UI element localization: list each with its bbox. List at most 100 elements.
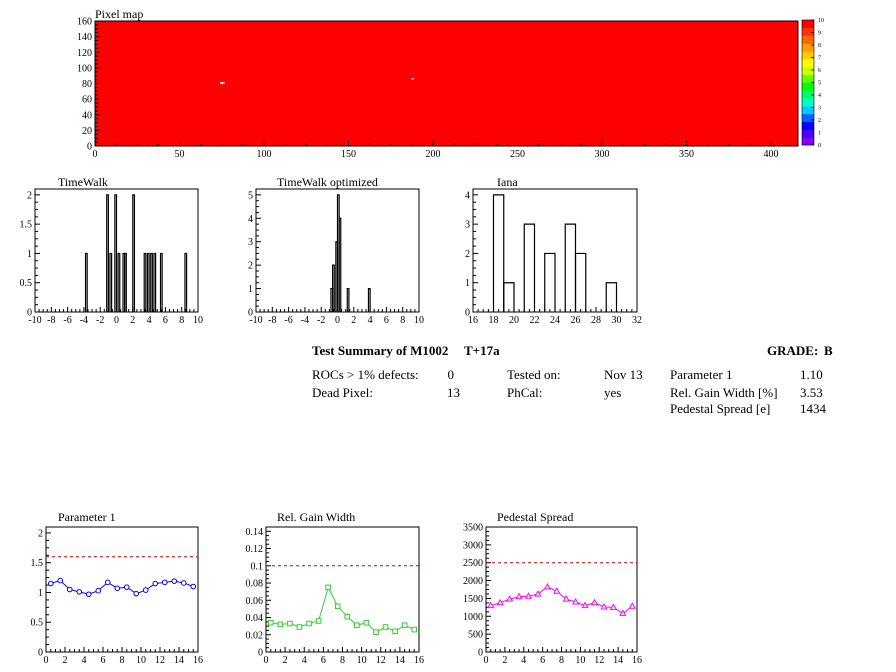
data-point bbox=[505, 595, 514, 602]
data-point bbox=[600, 602, 608, 610]
data-point bbox=[123, 584, 130, 590]
data-point bbox=[315, 618, 322, 624]
histogram-bar bbox=[338, 217, 342, 312]
data-point bbox=[534, 590, 542, 597]
x-tick-label: 2 bbox=[502, 655, 507, 666]
palette-cell bbox=[802, 137, 814, 146]
palette-tick-label: 7 bbox=[818, 56, 821, 62]
x-tick-label: 12 bbox=[376, 655, 386, 666]
x-tick-label: 2 bbox=[351, 315, 356, 326]
summary-title: Test Summary of M1002 bbox=[312, 343, 449, 358]
data-point bbox=[142, 587, 149, 593]
palette-cell bbox=[802, 43, 814, 52]
palette-tick-label: 10 bbox=[818, 18, 824, 24]
y-tick-label: 1.5 bbox=[20, 220, 33, 231]
data-point bbox=[57, 577, 64, 584]
x-tick-label: -2 bbox=[96, 315, 104, 326]
y-tick-label: 3 bbox=[465, 220, 470, 231]
data-point bbox=[609, 603, 618, 610]
pixel-map-fill bbox=[95, 21, 798, 146]
x-tick-label: 10 bbox=[357, 655, 367, 666]
y-tick-label: 0.14 bbox=[246, 527, 264, 538]
data-point bbox=[277, 621, 284, 628]
palette-tick-label: 0 bbox=[818, 143, 821, 149]
y-tick-label: 2 bbox=[248, 261, 253, 272]
palette-cell bbox=[802, 113, 814, 122]
x-tick-label: 8 bbox=[179, 315, 184, 326]
x-tick-label: 20 bbox=[509, 315, 519, 326]
palette-cell bbox=[802, 82, 814, 91]
palette-cell bbox=[802, 98, 814, 107]
data-point bbox=[628, 602, 636, 609]
data-point bbox=[190, 583, 197, 590]
data-point bbox=[363, 619, 370, 626]
x-tick-label: 10 bbox=[414, 315, 424, 326]
x-tick-label: 200 bbox=[425, 149, 440, 160]
series-line bbox=[50, 580, 194, 595]
palette-cell bbox=[802, 105, 814, 115]
histogram-bar bbox=[367, 287, 371, 312]
chart-title: Rel. Gain Width bbox=[277, 510, 355, 524]
data-point bbox=[543, 582, 551, 590]
histogram-bar bbox=[84, 252, 88, 312]
histogram-bar bbox=[150, 252, 153, 312]
grade-label: GRADE: bbox=[767, 343, 819, 358]
x-tick-label: 16 bbox=[632, 655, 642, 666]
series-line bbox=[490, 586, 633, 615]
x-tick-label: 2 bbox=[130, 315, 135, 326]
histogram-bar bbox=[146, 252, 150, 312]
data-point bbox=[180, 580, 187, 586]
plot-frame bbox=[485, 526, 638, 653]
x-tick-label: 400 bbox=[763, 149, 778, 160]
y-tick-label: 100 bbox=[77, 63, 92, 74]
y-tick-label: 5 bbox=[248, 190, 253, 201]
pedestal-spread-label: Pedestal Spread [e] bbox=[670, 401, 771, 416]
data-point bbox=[553, 587, 561, 594]
param1-chart: Parameter 1 0 2 4 6 8 10 12 14 16 0 0.5 1 1.5 2 bbox=[31, 510, 204, 666]
x-tick-label: 4 bbox=[147, 315, 152, 326]
histogram-bar bbox=[143, 252, 147, 312]
y-tick-label: 0.02 bbox=[246, 630, 264, 641]
y-tick-label: 40 bbox=[82, 110, 92, 121]
gain-width-label: Rel. Gain Width [%] bbox=[670, 385, 778, 400]
data-point bbox=[619, 609, 627, 616]
x-tick-label: 0 bbox=[44, 655, 49, 666]
x-tick-label: 8 bbox=[559, 655, 564, 666]
palette-tick-label: 9 bbox=[818, 31, 821, 37]
y-tick-label: 0.08 bbox=[246, 579, 264, 590]
gainwidth-chart: Rel. Gain Width 0 2 4 6 8 10 12 14 16 0 0.02 0.04 0.0… bbox=[246, 510, 425, 666]
palette-cell bbox=[802, 35, 814, 44]
data-point bbox=[411, 626, 418, 633]
data-point bbox=[104, 579, 111, 586]
data-point bbox=[344, 613, 351, 620]
palette-tick-label: 6 bbox=[818, 68, 821, 74]
data-point bbox=[401, 622, 408, 629]
data-point bbox=[66, 586, 73, 593]
data-point bbox=[590, 598, 599, 606]
y-tick-label: 2 bbox=[38, 528, 43, 539]
palette-cell bbox=[802, 59, 814, 68]
x-tick-label: 14 bbox=[174, 655, 184, 666]
x-tick-label: 4 bbox=[82, 655, 87, 666]
x-tick-label: 8 bbox=[400, 315, 405, 326]
chart-title: TimeWalk optimized bbox=[277, 175, 378, 189]
y-tick-label: 1 bbox=[38, 588, 43, 599]
x-tick-label: 2 bbox=[283, 655, 288, 666]
histogram-bar bbox=[492, 194, 505, 312]
histogram-bar bbox=[159, 252, 163, 312]
data-point bbox=[496, 598, 504, 606]
summary-temperature: T+17a bbox=[464, 343, 500, 358]
histogram-bar bbox=[332, 264, 335, 312]
x-tick-label: 0 bbox=[484, 655, 489, 666]
gain-width-value: 3.53 bbox=[800, 385, 823, 400]
x-tick-label: 0 bbox=[335, 315, 340, 326]
palette-cell bbox=[802, 51, 814, 60]
rocs-defects-value: 0 bbox=[447, 367, 455, 382]
y-tick-label: 0.06 bbox=[246, 596, 264, 607]
timewalk-chart: TimeWalk-10 -8 -6 -4 -2 0 2 4 6 8 1000.511.52 bbox=[20, 175, 204, 326]
histogram-bar bbox=[117, 252, 121, 312]
palette-cell bbox=[802, 90, 814, 99]
y-tick-label: 0.12 bbox=[246, 544, 264, 555]
x-tick-label: 30 bbox=[612, 315, 622, 326]
